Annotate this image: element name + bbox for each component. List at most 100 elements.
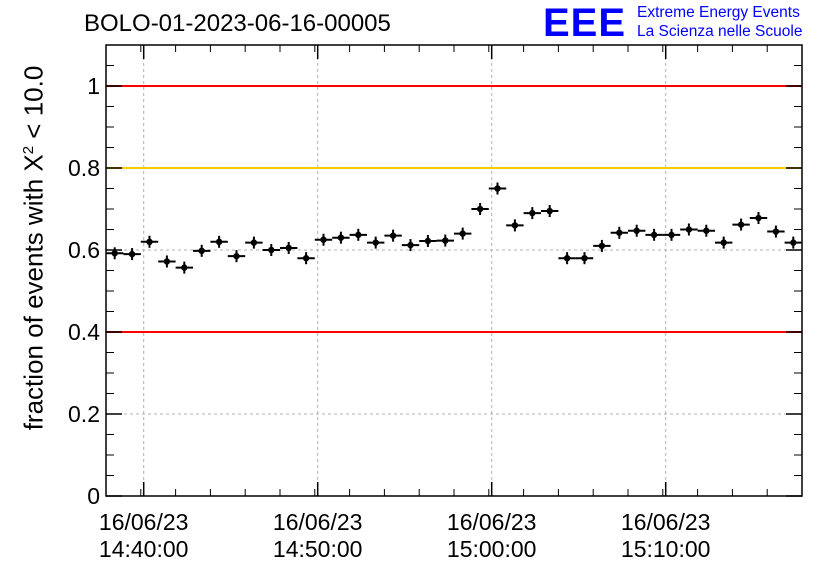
data-point-marker <box>285 244 292 252</box>
data-point <box>575 252 594 265</box>
data-point <box>732 218 750 231</box>
brand-line-2: La Scienza nelle Scuole <box>637 23 803 40</box>
data-point-marker <box>198 247 205 255</box>
data-point-marker <box>790 239 797 246</box>
data-point-marker <box>650 231 658 239</box>
y-axis-ticks: 0 0.2 0.4 0.6 0.8 1 <box>68 65 802 509</box>
data-point-marker <box>302 255 310 262</box>
data-point <box>680 223 698 236</box>
x-tick-label-time: 14:50:00 <box>273 536 363 562</box>
x-tick-label-time: 15:00:00 <box>447 536 537 562</box>
plot-frame <box>105 44 803 497</box>
y-axis-label-tail: < 10.0 <box>18 65 49 146</box>
data-point <box>349 228 367 241</box>
data-point-marker <box>407 241 414 249</box>
data-point <box>245 236 263 249</box>
data-point <box>645 228 663 241</box>
x-tick-label-date: 16/06/23 <box>447 509 537 535</box>
data-point <box>471 203 489 215</box>
y-tick-label: 0.6 <box>68 237 100 263</box>
eee-logo: EEE <box>543 1 627 45</box>
y-tick-label: 0.4 <box>68 319 100 345</box>
data-point <box>314 233 333 246</box>
data-point-marker <box>494 185 501 192</box>
data-point-marker <box>337 234 345 241</box>
y-axis-label-main: fraction of events with <box>18 171 49 431</box>
x-tick-label-date: 16/06/23 <box>99 509 189 535</box>
data-point <box>193 244 211 257</box>
data-point <box>558 252 576 265</box>
data-point-marker <box>755 214 762 222</box>
data-point <box>593 239 611 252</box>
x-tick-label-date: 16/06/23 <box>621 509 711 535</box>
data-point-marker <box>163 258 171 265</box>
data-point-marker <box>146 238 153 245</box>
x-tick-label-date: 16/06/23 <box>273 509 363 535</box>
x-tick-label-time: 14:40:00 <box>99 536 189 562</box>
data-point-marker <box>181 264 188 271</box>
data-point <box>488 182 507 195</box>
data-point-marker <box>563 255 571 262</box>
data-point <box>419 234 437 247</box>
brand-line-1: Extreme Energy Events <box>637 4 800 21</box>
data-point-marker <box>442 237 449 244</box>
data-point <box>506 219 524 232</box>
data-point-marker <box>424 237 432 245</box>
data-point-marker <box>476 205 484 213</box>
data-point <box>175 261 193 274</box>
data-points <box>106 182 802 274</box>
y-tick-label: 0 <box>87 483 100 509</box>
eee-brand-text: Extreme Energy Events La Scienza nelle S… <box>637 3 802 41</box>
data-point-marker <box>616 229 623 236</box>
data-point <box>523 207 541 220</box>
data-point-marker <box>581 255 588 262</box>
data-point-marker <box>128 250 136 258</box>
data-point-marker <box>111 250 118 257</box>
data-point <box>697 224 715 237</box>
data-point <box>210 235 228 248</box>
data-point <box>140 235 159 248</box>
data-point-marker <box>668 231 675 239</box>
y-axis-label-sup: 2 <box>19 145 37 155</box>
data-point-marker <box>546 207 553 215</box>
grid-lines <box>106 45 802 496</box>
data-point <box>123 248 141 261</box>
data-point <box>262 244 280 256</box>
y-tick-label: 0.2 <box>68 401 100 427</box>
chart-title: BOLO-01-2023-06-16-00005 <box>84 10 391 37</box>
data-point-marker <box>511 222 519 229</box>
data-point-marker <box>529 209 536 217</box>
y-tick-label: 0.8 <box>68 155 100 181</box>
data-point <box>158 255 176 268</box>
y-axis-label-symbol: X <box>18 154 49 172</box>
data-point <box>541 205 559 218</box>
data-point-marker <box>233 252 240 260</box>
data-point-marker <box>633 227 640 234</box>
data-point-marker <box>598 242 606 250</box>
data-point <box>436 234 454 247</box>
data-point-marker <box>459 230 466 237</box>
x-axis-ticks: 16/06/2314:40:0016/06/2314:50:0016/06/23… <box>99 45 803 562</box>
data-point <box>401 239 420 252</box>
data-point <box>297 252 315 265</box>
data-point-marker <box>268 246 275 254</box>
data-point <box>715 236 733 249</box>
data-point-marker <box>215 238 223 245</box>
data-point-marker <box>703 227 710 234</box>
data-point <box>332 231 350 244</box>
data-point <box>610 226 628 239</box>
data-point <box>367 236 385 249</box>
data-point-marker <box>685 226 693 233</box>
data-point <box>628 224 646 237</box>
y-axis-label: fraction of events with X2 < 10.0 <box>19 66 50 431</box>
data-point <box>749 212 768 225</box>
y-tick-label: 1 <box>87 73 100 99</box>
data-point-marker <box>250 239 258 246</box>
data-point-marker <box>320 236 327 243</box>
data-point-marker <box>389 232 397 239</box>
data-point <box>784 236 802 249</box>
data-point <box>767 225 785 238</box>
data-point <box>384 229 402 242</box>
data-point <box>662 228 681 241</box>
